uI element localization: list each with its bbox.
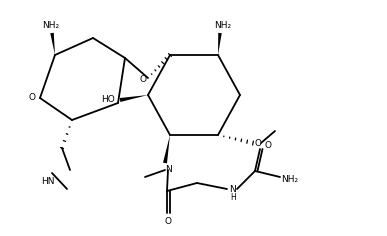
- Text: N: N: [164, 165, 171, 174]
- Polygon shape: [120, 95, 148, 102]
- Text: NH₂: NH₂: [281, 176, 298, 185]
- Text: HO: HO: [101, 96, 115, 105]
- Text: O: O: [164, 216, 171, 226]
- Text: O: O: [139, 76, 147, 84]
- Text: HN: HN: [41, 177, 55, 186]
- Text: N: N: [229, 185, 236, 194]
- Text: H: H: [230, 193, 236, 202]
- Polygon shape: [50, 33, 55, 55]
- Text: O: O: [255, 139, 262, 148]
- Text: NH₂: NH₂: [214, 21, 231, 30]
- Polygon shape: [218, 33, 222, 55]
- Text: NH₂: NH₂: [43, 21, 60, 30]
- Polygon shape: [163, 135, 170, 163]
- Text: O: O: [264, 140, 272, 149]
- Text: O: O: [29, 93, 36, 102]
